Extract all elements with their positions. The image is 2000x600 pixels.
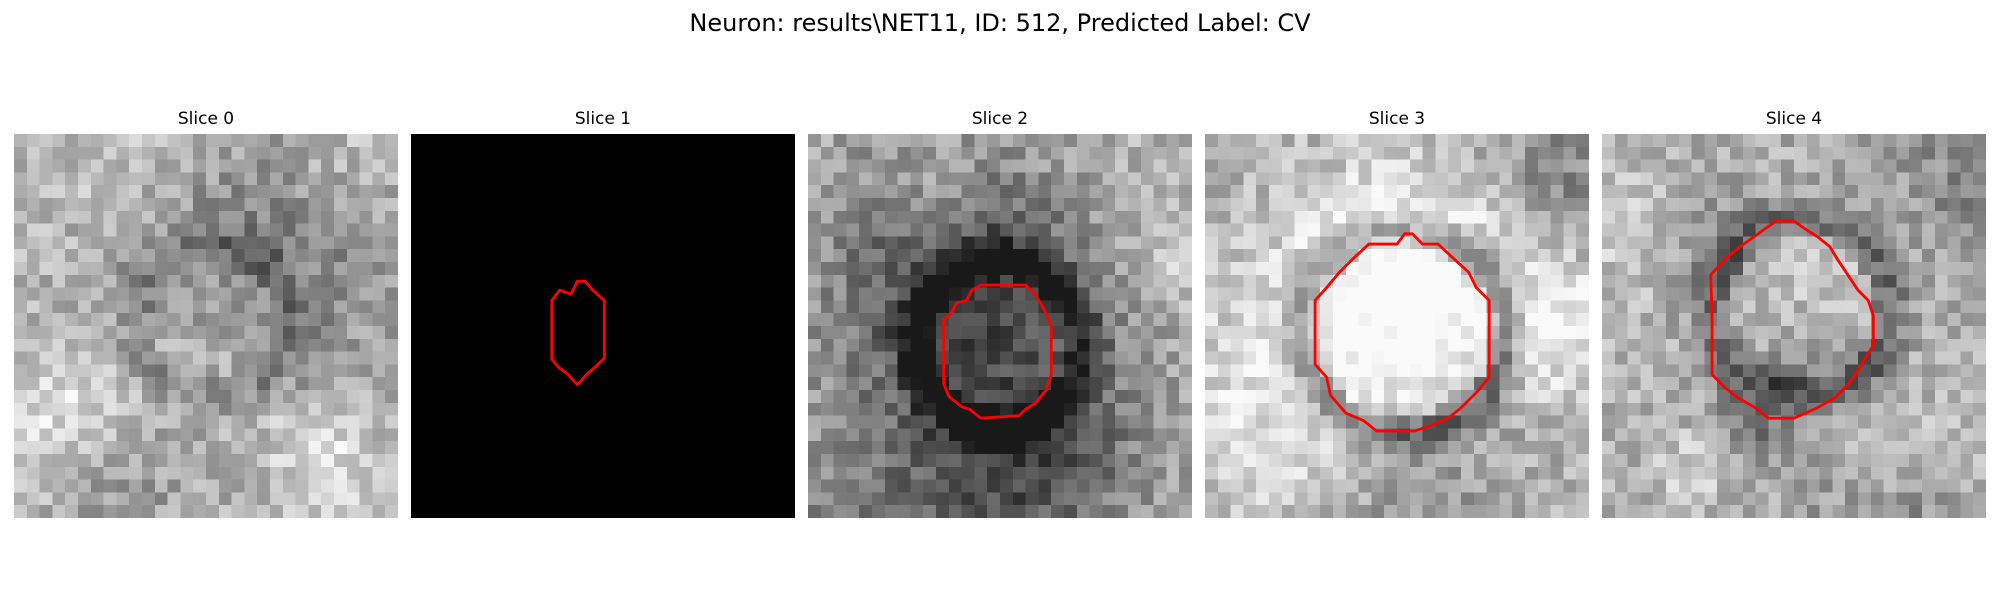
slice-image (1602, 134, 1986, 518)
slice-panel-2: Slice 2 (808, 108, 1192, 518)
figure-title: Neuron: results\NET11, ID: 512, Predicte… (689, 9, 1311, 37)
slice-title: Slice 1 (574, 109, 632, 129)
grayscale-pixels (808, 134, 1192, 518)
grayscale-pixels (1205, 134, 1589, 518)
slice-image (1205, 134, 1589, 518)
slice-image (808, 134, 1192, 518)
slice-panel-0: Slice 0 (14, 108, 398, 518)
slice-title: Slice 3 (1368, 109, 1426, 129)
grayscale-pixels (14, 134, 398, 518)
cell-contour (550, 279, 606, 387)
slice-panel-4: Slice 4 (1602, 108, 1986, 518)
cell-contour (1709, 219, 1875, 420)
slice-panel-1: Slice 1 (411, 108, 795, 518)
mask-image (411, 134, 795, 518)
slice-title: Slice 2 (971, 109, 1029, 129)
slice-title: Slice 0 (177, 109, 235, 129)
cell-contour (942, 283, 1053, 420)
slice-title: Slice 4 (1765, 109, 1823, 129)
grayscale-pixels (1602, 134, 1986, 518)
cell-contour (1313, 232, 1491, 433)
slice-panel-3: Slice 3 (1205, 108, 1589, 518)
slice-image (14, 134, 398, 518)
